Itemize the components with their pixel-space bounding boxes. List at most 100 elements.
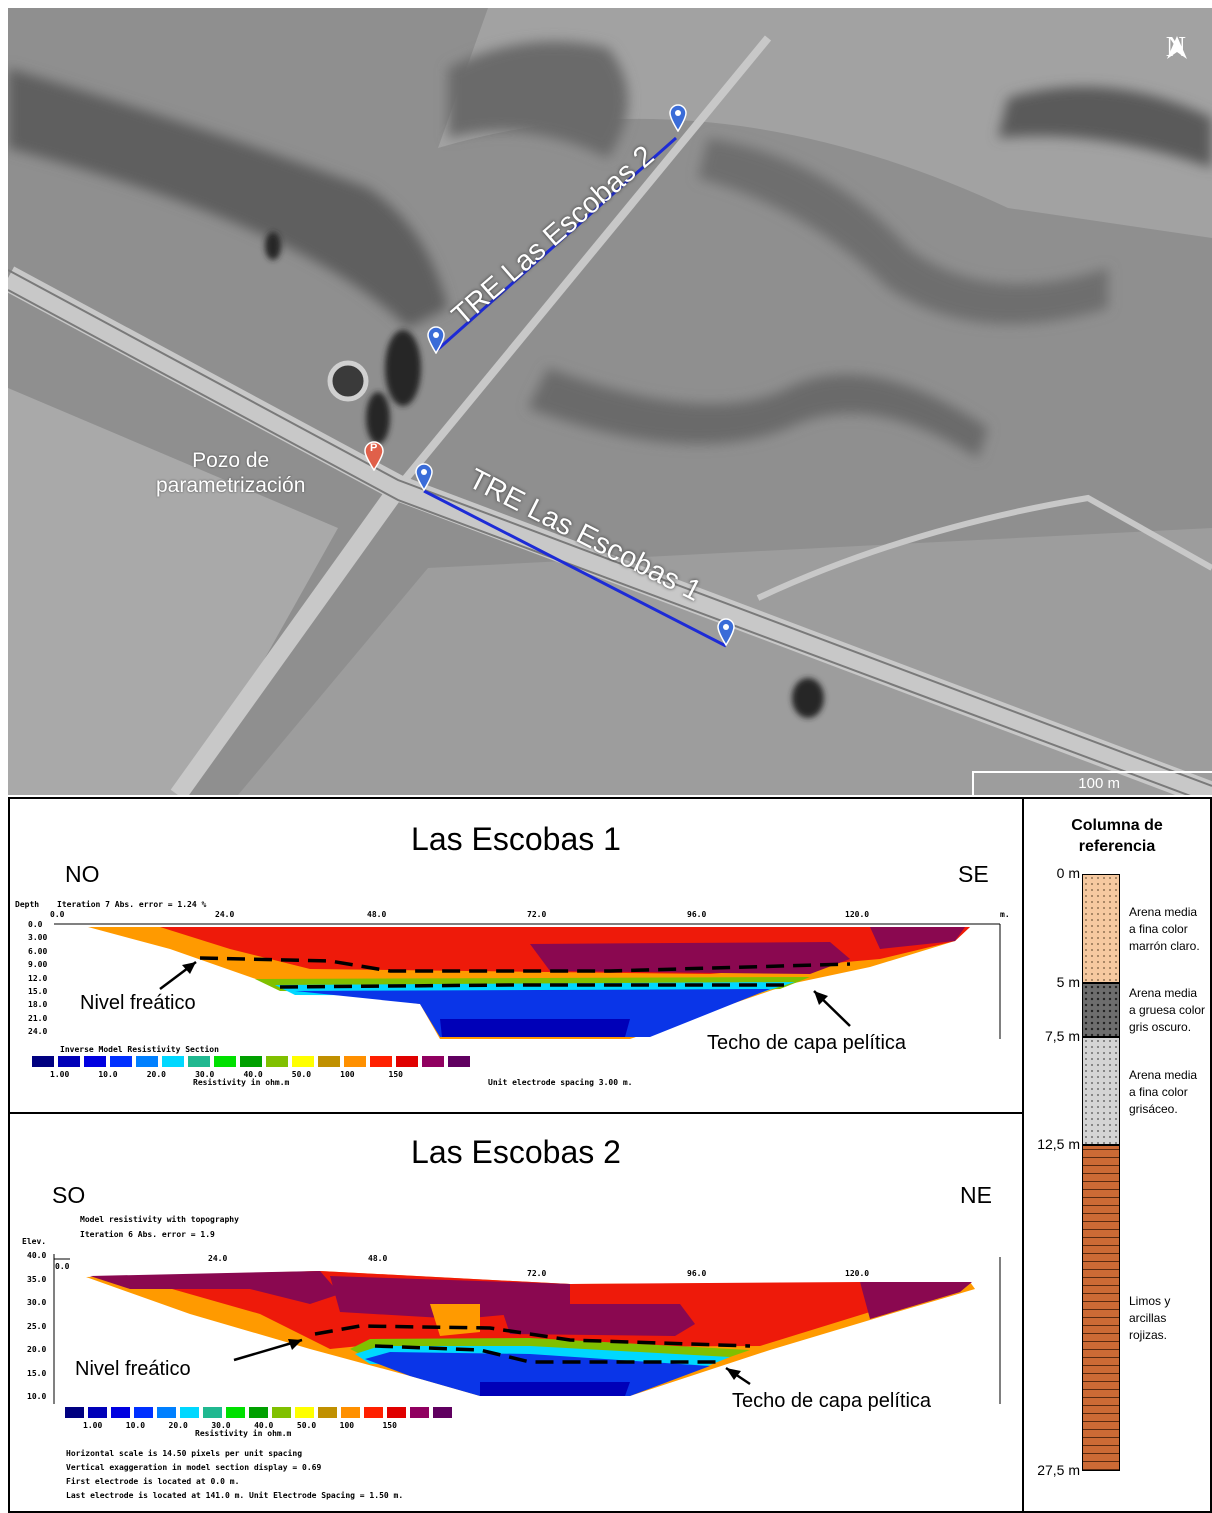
legend-swatch bbox=[214, 1056, 236, 1067]
legend-swatch bbox=[318, 1407, 337, 1418]
legend-value: 1.00 bbox=[83, 1421, 103, 1430]
legend-value: 100 bbox=[340, 1070, 355, 1079]
well-label: Pozo de parametrización bbox=[156, 449, 306, 497]
legend-swatch bbox=[292, 1056, 314, 1067]
legend-swatch bbox=[84, 1056, 106, 1067]
section1-legend-title: Inverse Model Resistivity Section bbox=[60, 1045, 219, 1054]
footer-line: Last electrode is located at 141.0 m. Un… bbox=[66, 1491, 404, 1500]
legend-value: 40.0 bbox=[243, 1070, 263, 1079]
column-title: Columna de referencia bbox=[1071, 817, 1163, 855]
footer-line: Vertical exaggeration in model section d… bbox=[66, 1463, 322, 1472]
section2-header-1: Model resistivity with topography bbox=[80, 1215, 239, 1224]
section2-x-tick: 120.0 bbox=[845, 1269, 870, 1278]
legend-swatch bbox=[111, 1407, 130, 1418]
section2-left-direction: SO bbox=[52, 1182, 86, 1208]
legend-value: 20.0 bbox=[168, 1421, 188, 1430]
legend-swatch bbox=[318, 1056, 340, 1067]
legend-swatch bbox=[249, 1407, 268, 1418]
legend-swatch bbox=[188, 1056, 210, 1067]
section1-x-tick: 24.0 bbox=[215, 910, 235, 919]
section1-y-tick: 0.0 bbox=[28, 920, 43, 929]
legend-swatch bbox=[134, 1407, 153, 1418]
legend-swatch bbox=[410, 1407, 429, 1418]
footer-line: Horizontal scale is 14.50 pixels per uni… bbox=[66, 1449, 303, 1458]
column-depth-label: 5 m bbox=[1056, 973, 1080, 990]
legend-value: 150 bbox=[382, 1421, 397, 1430]
legend-swatch bbox=[110, 1056, 132, 1067]
section2-x-tick: 0.0 bbox=[55, 1262, 70, 1271]
section1-spacing-note: Unit electrode spacing 3.00 m. bbox=[488, 1078, 633, 1087]
section2-y-tick: 20.0 bbox=[27, 1345, 47, 1354]
scale-bar: 100 m bbox=[972, 771, 1212, 795]
section2-y-tick: 30.0 bbox=[27, 1298, 47, 1307]
section1-y-tick: 3.00 bbox=[28, 933, 48, 943]
legend-swatch bbox=[266, 1056, 288, 1067]
legend-swatch bbox=[136, 1056, 158, 1067]
column-layer-description: Limos y arcillas rojizas. bbox=[1129, 1294, 1171, 1343]
map-terrain bbox=[8, 8, 1212, 795]
column-layer bbox=[1082, 1036, 1120, 1146]
legend-swatch bbox=[65, 1407, 84, 1418]
legend-value: 10.0 bbox=[125, 1421, 146, 1430]
section1-legend-unit: Resistivity in ohm.m bbox=[193, 1078, 290, 1087]
section1-x-tick: 96.0 bbox=[687, 910, 707, 919]
section1-y-tick: 9.00 bbox=[28, 960, 48, 970]
section2-y-tick: 35.0 bbox=[27, 1274, 47, 1284]
section1-depth-label: Depth bbox=[15, 900, 40, 909]
footer-line: First electrode is located at 0.0 m. bbox=[66, 1477, 240, 1486]
legend-swatch bbox=[240, 1056, 262, 1067]
section1-clay-top-label: Techo de capa pelítica bbox=[707, 1032, 907, 1054]
legend-value: 1.00 bbox=[50, 1070, 70, 1079]
section1-right-direction: SE bbox=[958, 861, 989, 887]
section2-x-tick: 24.0 bbox=[208, 1254, 228, 1263]
legend-swatch bbox=[295, 1407, 314, 1418]
legend-swatch bbox=[157, 1407, 176, 1418]
legend-swatch bbox=[344, 1056, 366, 1067]
well-marker-icon: P bbox=[363, 441, 385, 471]
section1-y-tick: 24.0 bbox=[28, 1027, 48, 1037]
legend-swatch bbox=[370, 1056, 392, 1067]
legend-swatch bbox=[364, 1407, 383, 1418]
electrode-marker-icon bbox=[717, 618, 735, 646]
legend-swatch bbox=[180, 1407, 199, 1418]
section2-title: Las Escobas 2 bbox=[411, 1134, 621, 1170]
section2-water-table-label: Nivel freático bbox=[75, 1358, 191, 1380]
section2-legend-unit: Resistivity in ohm.m bbox=[195, 1429, 292, 1438]
section1-resistivity-plot bbox=[54, 923, 1001, 1039]
column-depth-label: 12,5 m bbox=[1037, 1136, 1080, 1153]
section2-right-direction: NE bbox=[960, 1182, 992, 1208]
legend-swatch bbox=[422, 1056, 444, 1067]
north-arrow-icon bbox=[1166, 36, 1187, 59]
section2-y-tick: 15.0 bbox=[27, 1368, 47, 1378]
legend-value: 100 bbox=[339, 1421, 355, 1430]
section2-x-tick: 72.0 bbox=[527, 1269, 547, 1278]
section2-x-tick: 96.0 bbox=[687, 1269, 707, 1278]
legend-swatch bbox=[433, 1407, 452, 1418]
electrode-marker-icon bbox=[415, 463, 433, 491]
section2-resistivity-plot bbox=[53, 1254, 1001, 1404]
legend-value: 40.0 bbox=[254, 1421, 274, 1430]
legend-swatch bbox=[341, 1407, 360, 1418]
legend-swatch bbox=[58, 1056, 80, 1067]
legend-swatch bbox=[396, 1056, 418, 1067]
section1-water-table-label: Nivel freático bbox=[80, 992, 196, 1014]
section1-y-tick: 12.0 bbox=[28, 973, 48, 983]
column-layer-description: Arena media a gruesa color gris oscuro. bbox=[1129, 985, 1206, 1034]
scale-label: 100 m bbox=[1078, 775, 1120, 792]
section2-elev-label: Elev. bbox=[22, 1237, 47, 1246]
legend-value: 30.0 bbox=[195, 1070, 215, 1079]
legend-swatch bbox=[272, 1407, 291, 1418]
legend-swatch bbox=[32, 1056, 54, 1067]
section2-clay-top-label: Techo de capa pelítica bbox=[732, 1390, 932, 1412]
section1-left-direction: NO bbox=[65, 861, 100, 887]
column-layer bbox=[1082, 874, 1120, 983]
legend-value: 50.0 bbox=[296, 1421, 317, 1430]
section2-y-tick: 25.0 bbox=[27, 1321, 47, 1331]
column-layer-description: Arena media a fina color grisáceo. bbox=[1129, 1067, 1198, 1116]
legend-value: 20.0 bbox=[146, 1070, 166, 1079]
section1-title: Las Escobas 1 bbox=[411, 821, 621, 857]
section2-header-2: Iteration 6 Abs. error = 1.9 bbox=[80, 1230, 215, 1239]
section1-y-tick: 18.0 bbox=[28, 1000, 48, 1010]
column-depth-label: 0 m bbox=[1056, 865, 1080, 881]
section-las-escobas-1: Las Escobas 1 NO SE Depth Iteration 7 Ab… bbox=[8, 797, 1024, 1114]
